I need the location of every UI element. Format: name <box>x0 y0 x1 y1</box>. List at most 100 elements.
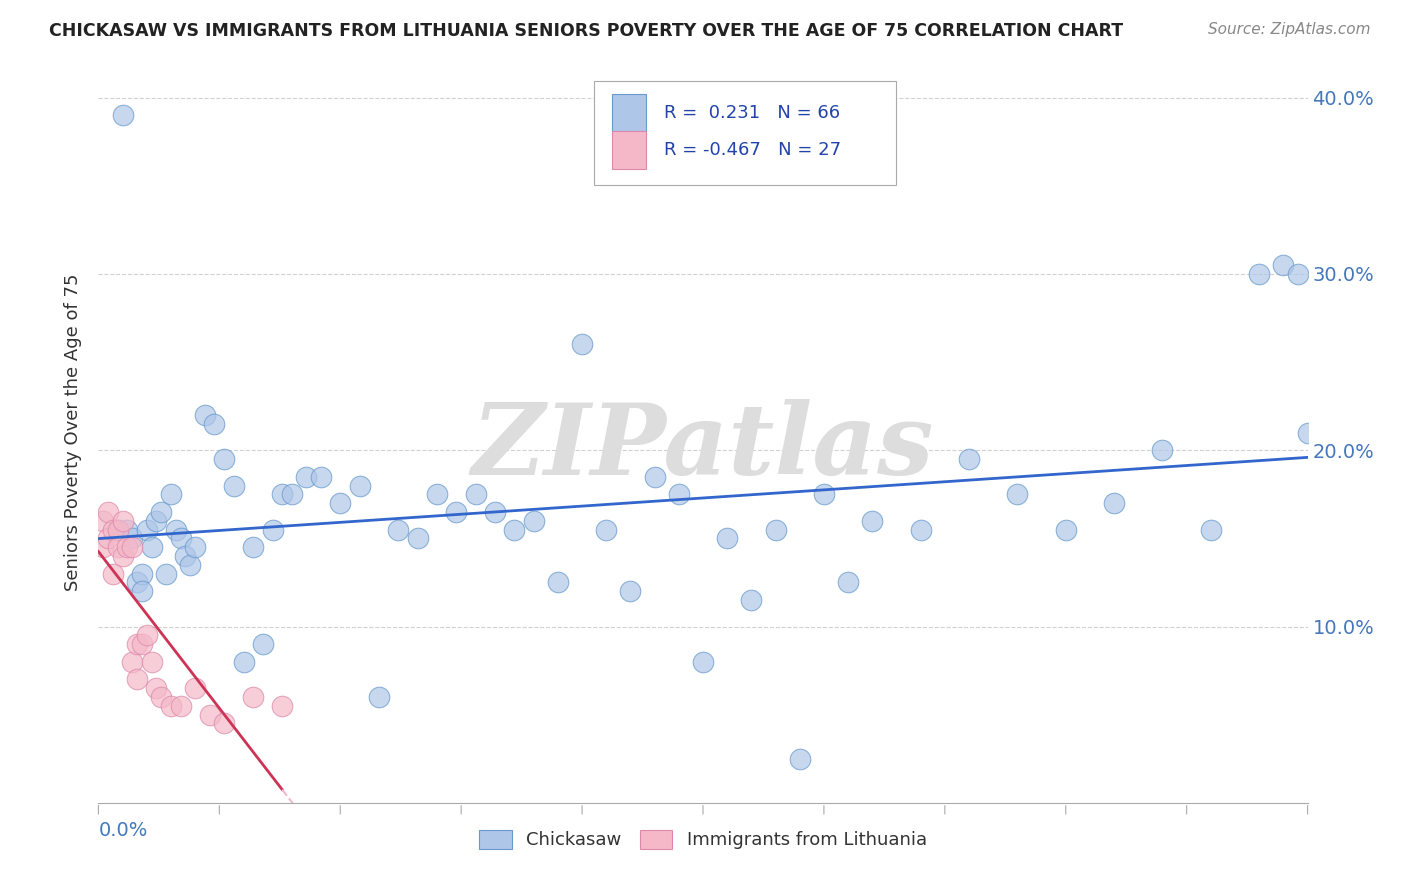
Point <box>716 532 738 546</box>
Point <box>169 698 191 713</box>
Point <box>145 681 167 696</box>
Bar <box>613 94 647 132</box>
Point <box>789 752 811 766</box>
Point <box>135 628 157 642</box>
Point <box>464 487 486 501</box>
Point <box>692 655 714 669</box>
Legend: Chickasaw, Immigrants from Lithuania: Chickasaw, Immigrants from Lithuania <box>472 823 934 856</box>
Point <box>1272 258 1295 272</box>
Point <box>252 637 274 651</box>
Point <box>111 514 134 528</box>
Point <box>212 452 235 467</box>
Point <box>117 523 139 537</box>
Point <box>1199 523 1222 537</box>
Point <box>571 337 593 351</box>
Point <box>160 698 183 713</box>
Point <box>644 469 666 483</box>
Point <box>131 566 153 581</box>
Point <box>547 575 569 590</box>
Point <box>101 523 124 537</box>
Point <box>242 690 264 704</box>
Point <box>668 487 690 501</box>
Point <box>813 487 835 501</box>
Y-axis label: Seniors Poverty Over the Age of 75: Seniors Poverty Over the Age of 75 <box>65 274 83 591</box>
Point <box>131 584 153 599</box>
Point <box>1054 523 1077 537</box>
Point <box>97 505 120 519</box>
Point <box>271 487 294 501</box>
Point <box>406 532 429 546</box>
Point <box>1249 267 1271 281</box>
Point <box>160 487 183 501</box>
Point <box>121 540 143 554</box>
Point <box>131 637 153 651</box>
Point <box>107 523 129 537</box>
Point <box>121 532 143 546</box>
Bar <box>613 130 647 169</box>
Point <box>271 698 294 713</box>
Point <box>222 478 245 492</box>
Point <box>135 523 157 537</box>
Point <box>174 549 197 563</box>
Text: R = -0.467   N = 27: R = -0.467 N = 27 <box>664 141 841 159</box>
Text: CHICKASAW VS IMMIGRANTS FROM LITHUANIA SENIORS POVERTY OVER THE AGE OF 75 CORREL: CHICKASAW VS IMMIGRANTS FROM LITHUANIA S… <box>49 22 1123 40</box>
Point <box>1286 267 1309 281</box>
Point <box>740 593 762 607</box>
Point <box>957 452 980 467</box>
Point <box>349 478 371 492</box>
Point <box>484 505 506 519</box>
Point <box>165 523 187 537</box>
Point <box>145 514 167 528</box>
FancyBboxPatch shape <box>595 81 897 185</box>
Point <box>1102 496 1125 510</box>
Point <box>1007 487 1029 501</box>
Point <box>184 540 207 554</box>
Point <box>503 523 526 537</box>
Point <box>619 584 641 599</box>
Point <box>150 505 173 519</box>
Point <box>860 514 883 528</box>
Point <box>1296 425 1319 440</box>
Point <box>107 523 129 537</box>
Point <box>212 716 235 731</box>
Point <box>111 108 134 122</box>
Point <box>1152 443 1174 458</box>
Point <box>127 575 149 590</box>
Point <box>198 707 221 722</box>
Point <box>426 487 449 501</box>
Text: Source: ZipAtlas.com: Source: ZipAtlas.com <box>1208 22 1371 37</box>
Point <box>194 408 217 422</box>
Point <box>127 637 149 651</box>
Text: ZIPatlas: ZIPatlas <box>472 400 934 496</box>
Point <box>446 505 468 519</box>
Point <box>150 690 173 704</box>
Point <box>242 540 264 554</box>
Point <box>117 540 139 554</box>
Point <box>262 523 284 537</box>
Text: R =  0.231   N = 66: R = 0.231 N = 66 <box>664 103 841 122</box>
Point <box>107 540 129 554</box>
Point <box>204 417 226 431</box>
Point <box>595 523 617 537</box>
Point <box>329 496 352 510</box>
Point <box>281 487 304 501</box>
Point <box>101 566 124 581</box>
Point <box>111 549 134 563</box>
Point <box>368 690 391 704</box>
Point <box>127 673 149 687</box>
Point <box>523 514 546 528</box>
Point <box>387 523 409 537</box>
Point <box>309 469 332 483</box>
Point <box>141 540 163 554</box>
Point <box>295 469 318 483</box>
Point <box>765 523 787 537</box>
Point <box>97 532 120 546</box>
Point <box>141 655 163 669</box>
Point <box>837 575 859 590</box>
Point <box>91 540 114 554</box>
Text: 0.0%: 0.0% <box>98 822 148 840</box>
Point <box>232 655 254 669</box>
Point <box>184 681 207 696</box>
Point <box>169 532 191 546</box>
Point <box>910 523 932 537</box>
